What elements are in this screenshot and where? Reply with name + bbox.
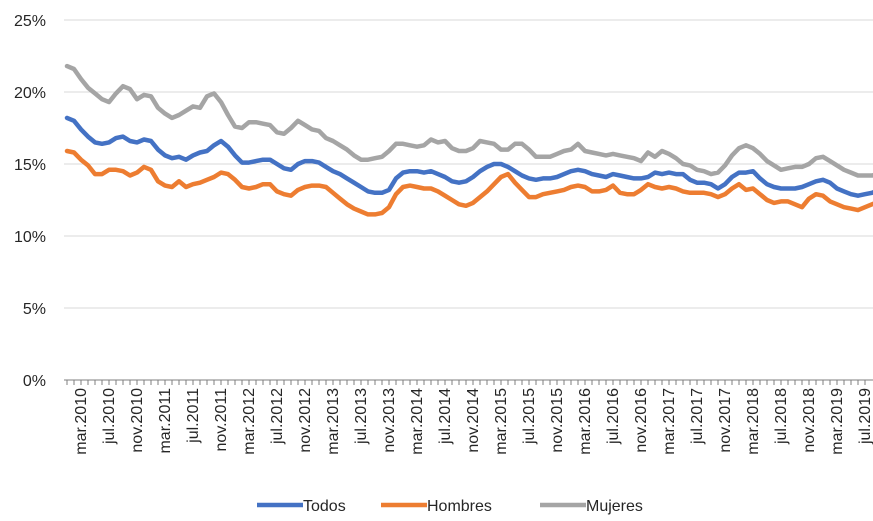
x-tick-label: mar.2012 xyxy=(241,388,258,455)
series-line-hombres xyxy=(64,148,873,217)
series-lines xyxy=(64,63,873,217)
x-tick-label: nov.2017 xyxy=(717,388,734,453)
y-tick-label: 20% xyxy=(14,85,46,102)
x-tick-label: nov.2018 xyxy=(801,388,818,453)
x-tick-label: mar.2014 xyxy=(409,388,426,455)
x-tick-label: mar.2013 xyxy=(325,388,342,455)
y-tick-label: 10% xyxy=(14,229,46,246)
x-axis xyxy=(64,379,873,385)
legend-label: Hombres xyxy=(427,498,492,515)
x-tick-label: mar.2015 xyxy=(493,388,510,455)
x-tick-label: nov.2015 xyxy=(549,388,566,453)
x-tick-label: jul.2018 xyxy=(773,388,790,445)
legend-item-mujeres: Mujeres xyxy=(540,498,643,515)
x-tick-label: mar.2018 xyxy=(745,388,762,455)
x-tick-label: jul.2015 xyxy=(521,388,538,445)
legend-item-todos: Todos xyxy=(257,498,346,515)
legend: Todos Hombres Mujeres xyxy=(257,498,643,515)
x-tick-label: nov.2011 xyxy=(213,388,230,452)
x-tick-label: jul.2016 xyxy=(605,388,622,445)
y-tick-label: 15% xyxy=(14,157,46,174)
legend-label: Todos xyxy=(303,498,346,515)
x-tick-label: nov.2012 xyxy=(297,388,314,453)
x-tick-label: nov.2013 xyxy=(381,388,398,453)
series-line-todos xyxy=(64,115,873,198)
x-tick-label: mar.2017 xyxy=(661,388,678,455)
x-tick-label: jul.2010 xyxy=(101,388,118,445)
x-tick-label: jul.2014 xyxy=(437,388,454,445)
x-tick-label: mar.2011 xyxy=(157,388,174,454)
legend-item-hombres: Hombres xyxy=(381,498,492,515)
x-tick-label: jul.2019 xyxy=(857,388,873,445)
gridlines xyxy=(64,19,873,309)
x-tick-label: jul.2013 xyxy=(353,388,370,445)
x-tick-label: mar.2010 xyxy=(73,388,90,455)
x-tick-label: nov.2014 xyxy=(465,388,482,453)
y-axis-tick-labels: 0% 5% 10% 15% 20% 25% xyxy=(14,13,46,390)
x-tick-label: nov.2010 xyxy=(129,388,146,453)
legend-label: Mujeres xyxy=(586,498,643,515)
series-line-mujeres xyxy=(64,63,873,178)
x-tick-label: jul.2017 xyxy=(689,388,706,445)
y-tick-label: 5% xyxy=(23,301,46,318)
x-axis-tick-labels: mar.2010 jul.2010 nov.2010 mar.2011 jul.2011… xyxy=(73,388,873,455)
y-tick-label: 25% xyxy=(14,13,46,30)
x-tick-label: mar.2019 xyxy=(829,388,846,455)
x-tick-label: nov.2016 xyxy=(633,388,650,453)
x-tick-label: jul.2012 xyxy=(269,388,286,445)
x-tick-label: jul.2011 xyxy=(185,388,202,444)
y-tick-label: 0% xyxy=(23,373,46,390)
x-tick-label: mar.2016 xyxy=(577,388,594,455)
